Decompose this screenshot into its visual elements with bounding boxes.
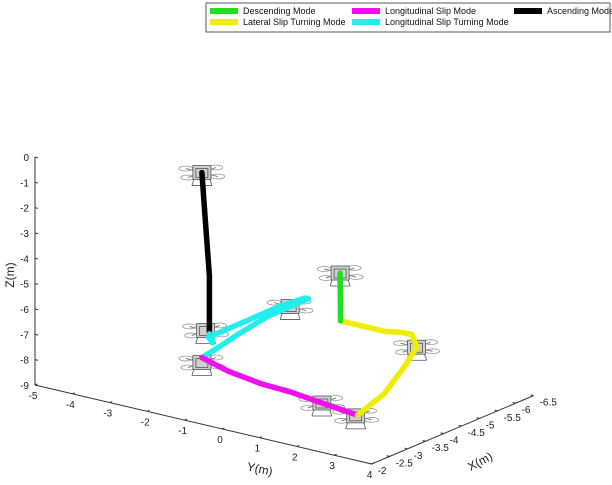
z-tick: [34, 359, 39, 361]
x-tick-label: -3.5: [432, 443, 450, 454]
y-tick: [147, 409, 150, 412]
y-tick-label: -5: [29, 391, 38, 402]
y-tick-label: -3: [103, 409, 112, 420]
y-tick: [371, 462, 375, 465]
series-line-longitudinal-slip-turning-mode: [199, 295, 312, 361]
legend-swatch: [210, 19, 238, 25]
x-tick: [422, 440, 426, 442]
z-tick-label: -1: [20, 178, 29, 189]
legend-swatch: [514, 8, 542, 14]
y-tick: [259, 436, 262, 439]
series-line-longitudinal-slip-mode: [199, 354, 361, 418]
y-tick-label: 0: [217, 435, 223, 446]
legend-swatch: [210, 8, 238, 14]
z-tick-label: -2: [20, 204, 29, 215]
z-tick-label: -4: [20, 254, 29, 265]
z-tick-label: -8: [20, 356, 29, 367]
y-axis-line: [34, 384, 372, 465]
x-tick: [530, 394, 534, 397]
x-tick-label: -4.5: [468, 428, 486, 439]
drone-marker: [178, 354, 226, 376]
z-tick-label: 0: [23, 153, 29, 164]
axes: [34, 156, 534, 465]
x-tick: [512, 402, 516, 404]
x-tick: [494, 409, 498, 412]
z-tick: [34, 308, 39, 311]
z-tick: [34, 232, 39, 235]
legend-entry: Ascending Mode: [547, 6, 612, 16]
y-tick: [221, 427, 225, 430]
y-tick-label: -4: [66, 400, 75, 411]
x-tick: [404, 447, 408, 450]
y-tick: [296, 444, 300, 447]
y-tick-label: 1: [255, 444, 261, 455]
x-tick-label: -2.5: [396, 458, 414, 469]
z-axis-label: Z(m): [3, 262, 17, 287]
x-tick-label: -5.5: [504, 413, 522, 424]
x-tick: [368, 462, 372, 465]
legend-entry: Descending Mode: [243, 6, 316, 16]
z-tick-label: -7: [20, 330, 29, 341]
z-tick: [34, 283, 39, 285]
x-tick-label: -6: [522, 405, 531, 416]
y-tick-label: 2: [292, 452, 298, 463]
z-tick: [34, 207, 39, 209]
y-tick-label: 3: [329, 461, 335, 472]
x-tick: [458, 424, 462, 427]
legend-swatch: [352, 8, 380, 14]
x-tick-label: -2: [378, 466, 387, 477]
y-tick: [334, 453, 337, 456]
legend: Descending Mode Longitudinal Slip Mode Asc…: [205, 2, 612, 33]
y-tick: [184, 418, 188, 421]
x-tick-label: -6.5: [540, 398, 558, 409]
x-tick: [386, 455, 390, 457]
z-tick-label: -9: [20, 381, 29, 392]
z-tick: [34, 156, 39, 159]
y-tick: [72, 392, 75, 395]
legend-entry: Longitudinal Slip Turning Mode: [385, 17, 509, 27]
x-tick-label: -5: [486, 420, 495, 431]
series-line-ascending-mode: [199, 169, 213, 337]
y-tick-label: -2: [141, 417, 150, 428]
x-tick: [476, 417, 480, 419]
series-line-lateral-slip-turning-mode: [337, 318, 420, 418]
z-tick: [34, 384, 39, 387]
z-tick-label: -5: [20, 280, 29, 291]
y-tick-label: -1: [178, 426, 187, 437]
z-tick: [34, 257, 39, 260]
x-tick-label: -4: [450, 436, 459, 447]
z-tick: [34, 333, 39, 336]
y-axis-label: Y(m): [246, 460, 274, 479]
legend-box: [205, 2, 611, 33]
legend-entry: Longitudinal Slip Mode: [385, 6, 476, 16]
legend-entry: Lateral Slip Turning Mode: [243, 17, 346, 27]
z-tick-label: -3: [20, 229, 29, 240]
x-axis-line: [371, 395, 534, 465]
x-axis-label: X(m): [465, 449, 495, 474]
legend-swatch: [352, 19, 380, 25]
x-tick-label: -3: [414, 451, 423, 462]
y-tick: [109, 401, 113, 404]
y-tick-label: 4: [367, 470, 373, 481]
z-tick: [34, 181, 39, 184]
z-tick-label: -6: [20, 305, 29, 316]
x-tick: [440, 432, 444, 435]
trajectory-series: [199, 169, 420, 418]
